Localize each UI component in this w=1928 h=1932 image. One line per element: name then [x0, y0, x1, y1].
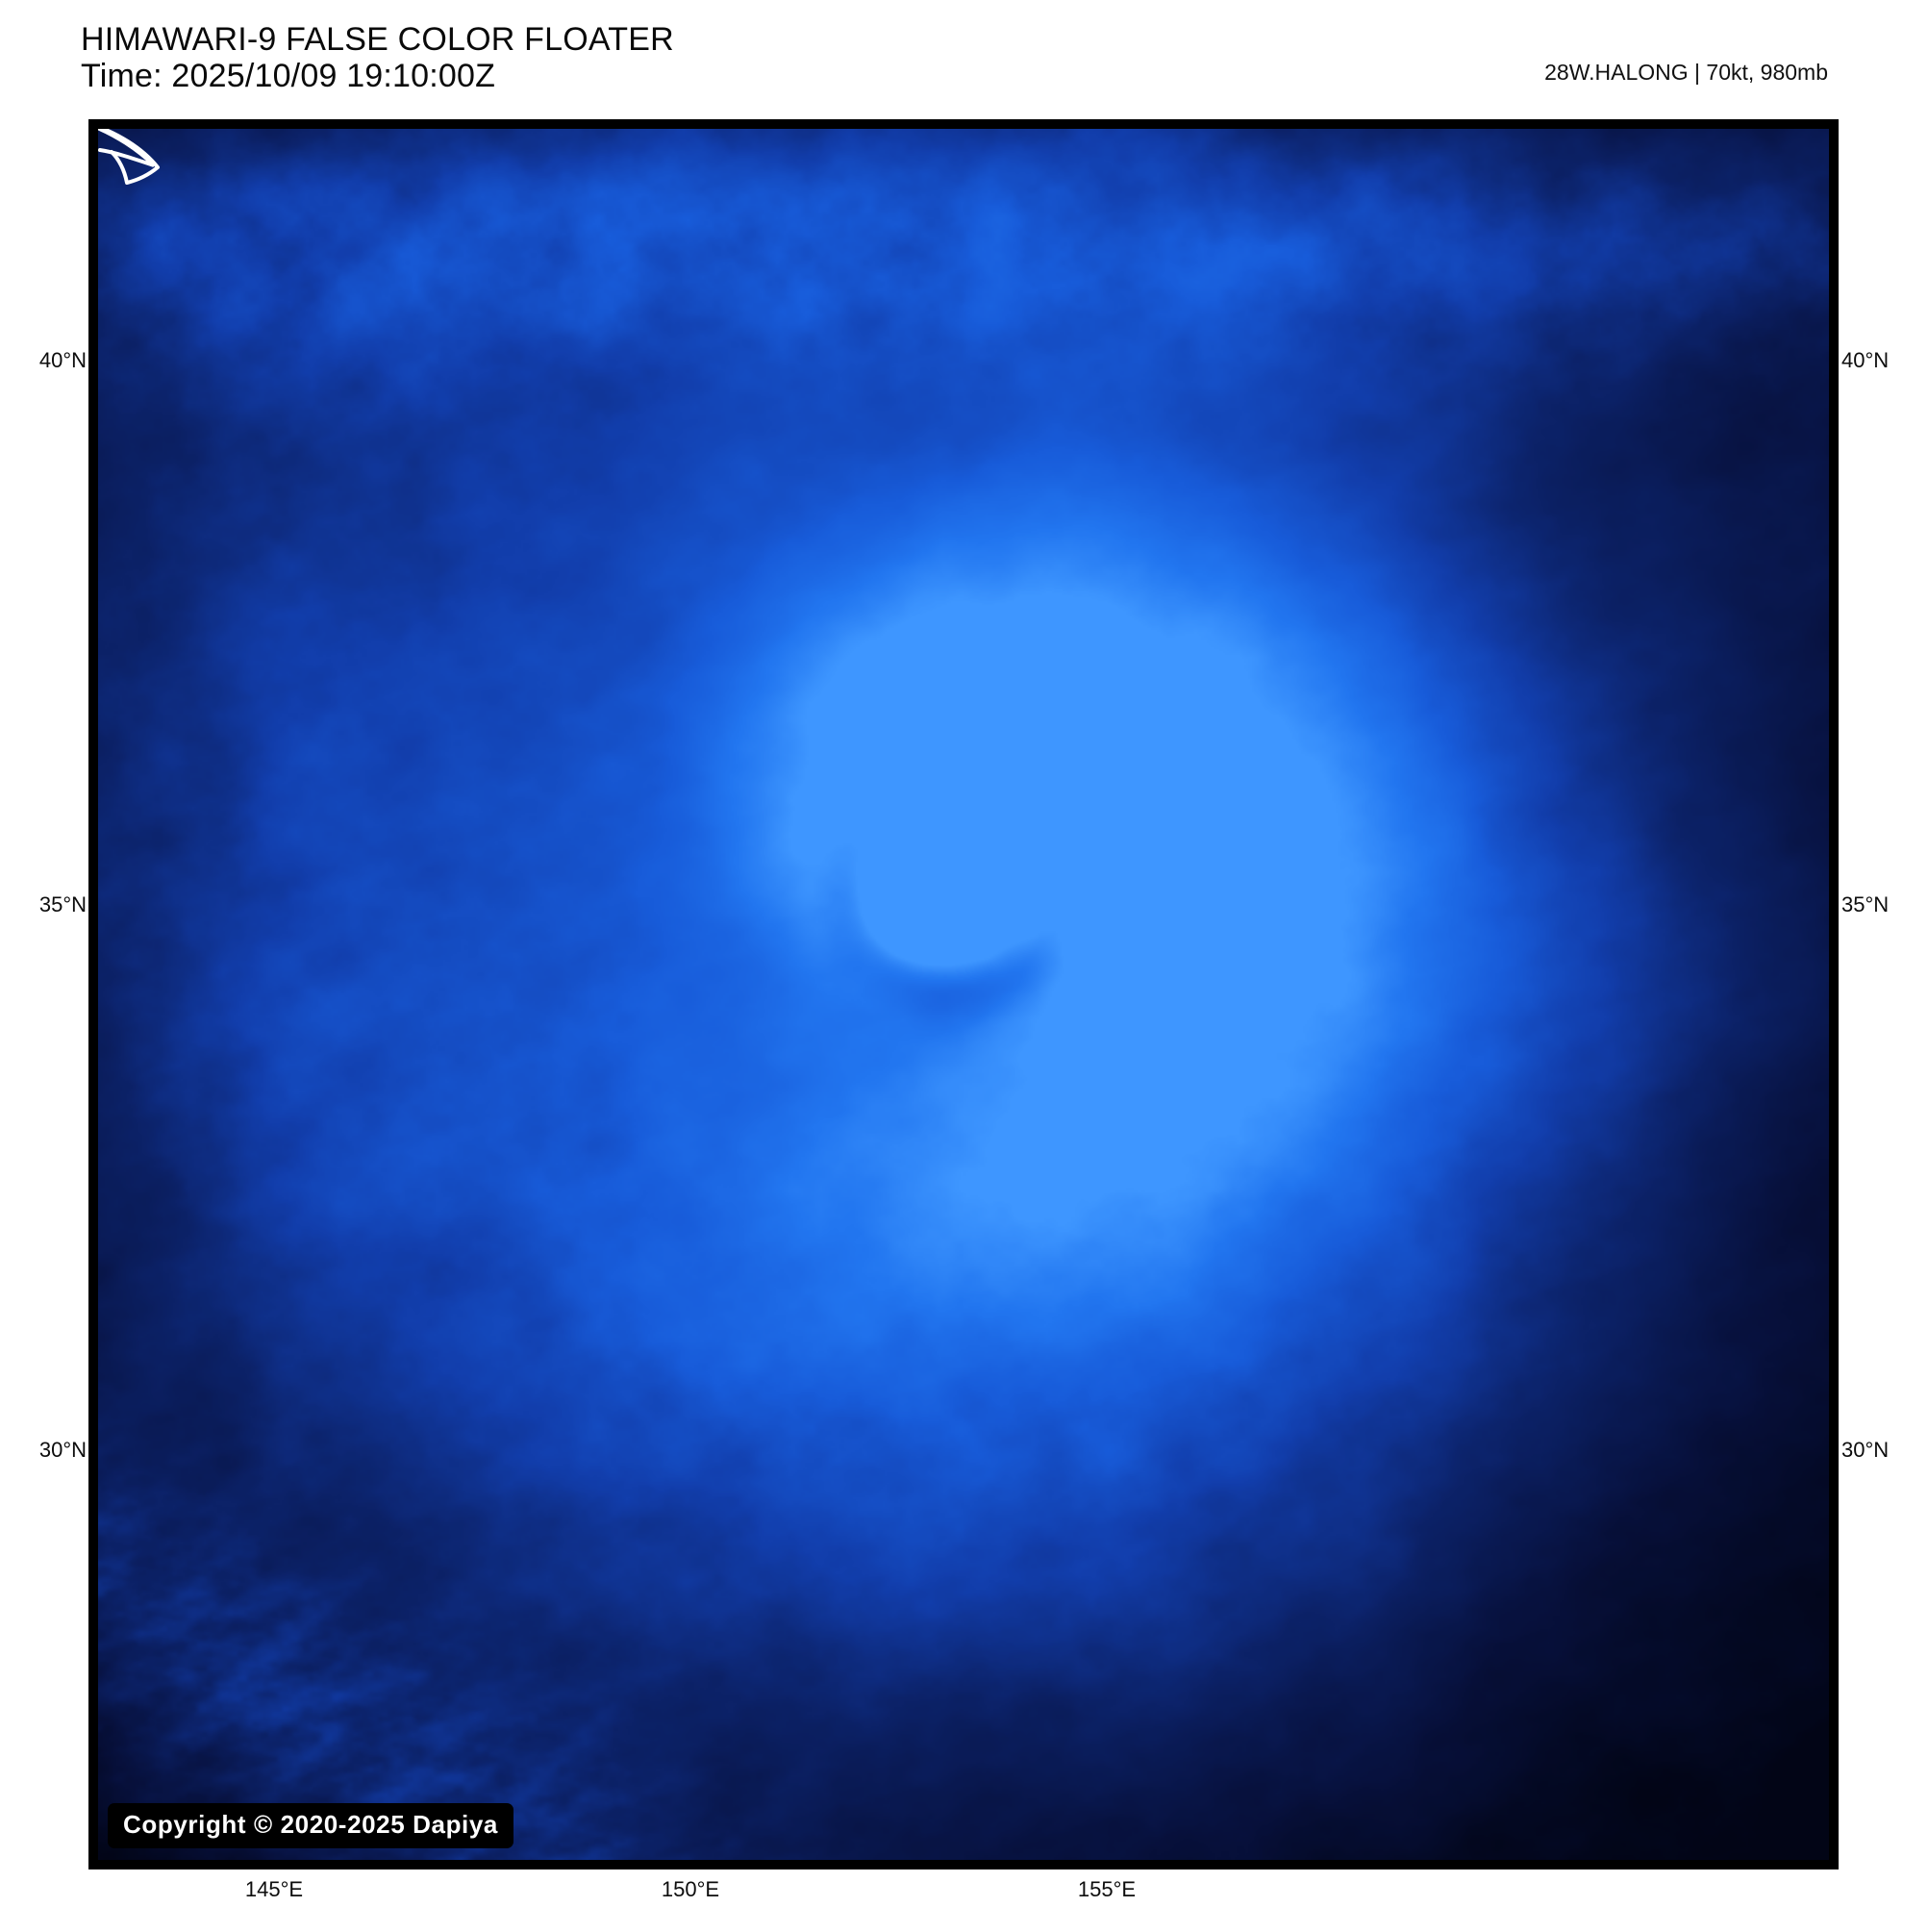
page-title: HIMAWARI-9 FALSE COLOR FLOATER: [81, 21, 674, 58]
lat-label-left-30n: 30°N: [38, 1438, 87, 1462]
copyright-watermark: Copyright © 2020-2025 Dapiya: [108, 1803, 513, 1848]
storm-info-badge: 28W.HALONG | 70kt, 980mb: [1544, 60, 1828, 85]
lat-label-left-40n: 40°N: [38, 348, 87, 372]
satellite-image-plot[interactable]: Copyright © 2020-2025 Dapiya: [88, 119, 1839, 1869]
lon-label-150e: 150°E: [661, 1877, 720, 1901]
timestamp: Time: 2025/10/09 19:10:00Z: [81, 58, 496, 94]
lon-label-155e: 155°E: [1077, 1877, 1137, 1901]
lat-label-right-35n: 35°N: [1841, 892, 1890, 916]
lat-label-left-35n: 35°N: [38, 892, 87, 916]
lat-label-right-30n: 30°N: [1841, 1438, 1890, 1462]
satellite-raster: [98, 129, 1829, 1860]
lon-label-145e: 145°E: [244, 1877, 304, 1901]
lat-label-right-40n: 40°N: [1841, 348, 1890, 372]
